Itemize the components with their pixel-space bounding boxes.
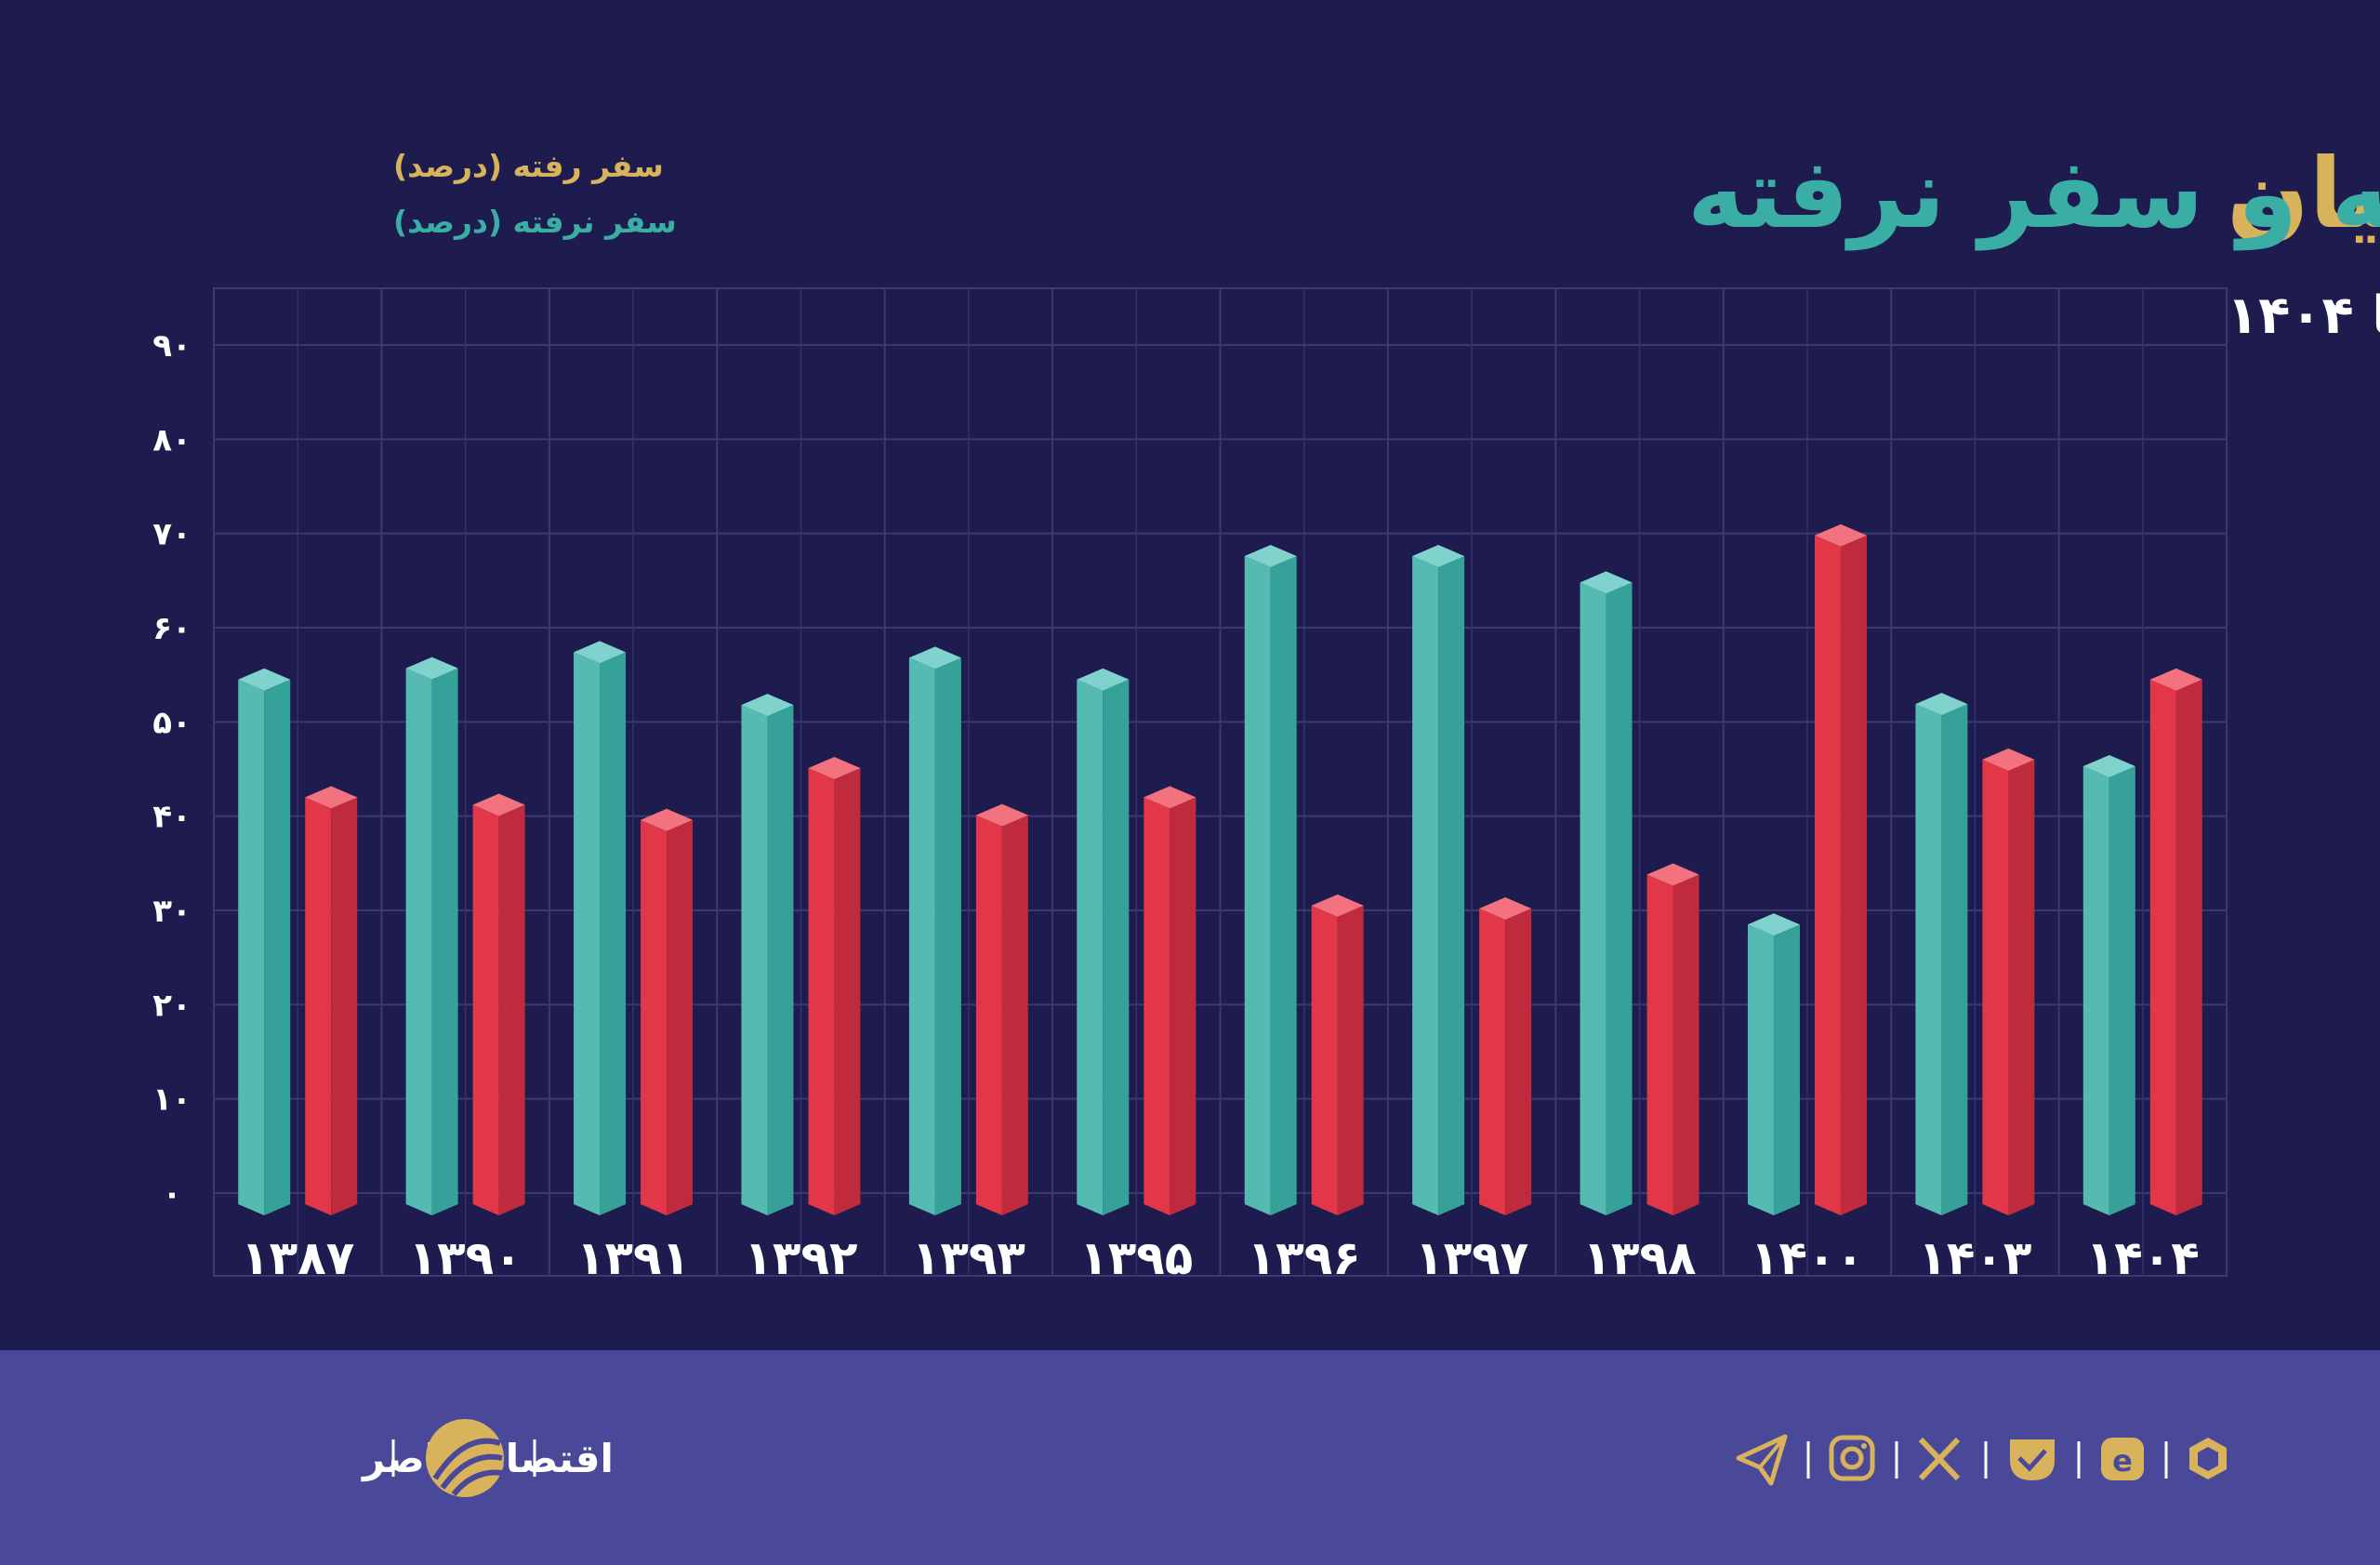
- bar-traveled: [1747, 913, 1800, 1215]
- footer-bar: [0, 1350, 2380, 1565]
- bar-not-traveled: [1144, 786, 1197, 1215]
- bar-not-traveled: [1982, 748, 2035, 1215]
- y-tick-label: ۵۰: [152, 704, 192, 741]
- y-tick-label: ۴۰: [152, 799, 192, 836]
- x-icon[interactable]: [1918, 1437, 1961, 1481]
- bar-traveled: [238, 668, 291, 1215]
- instagram-icon[interactable]: [1829, 1435, 1875, 1481]
- grid: [213, 287, 2228, 1277]
- x-tick-label: ۱۳۹۰: [409, 1231, 522, 1285]
- bale-icon[interactable]: e: [2101, 1438, 2144, 1480]
- chart-title-part1: درصد ایرانیان: [2227, 137, 2380, 250]
- bar-not-traveled: [1646, 863, 1699, 1215]
- bar-traveled: [405, 657, 458, 1215]
- bar-not-traveled: [975, 803, 1028, 1215]
- y-tick-label: ۷۰: [152, 516, 192, 553]
- rubika-icon[interactable]: [2189, 1438, 2227, 1479]
- x-tick-label: ۱۴۰۴: [2086, 1231, 2200, 1285]
- y-tick-label: ۲۰: [152, 987, 192, 1024]
- bar-not-traveled: [305, 786, 358, 1215]
- x-tick-label: ۱۳۹۷: [1415, 1231, 1528, 1285]
- bar-not-traveled: [1814, 524, 1867, 1215]
- bar-not-traveled: [808, 756, 861, 1215]
- svg-text:e: e: [2112, 1443, 2133, 1479]
- eitaa-icon[interactable]: [2010, 1439, 2055, 1480]
- x-tick-label: ۱۳۸۷: [241, 1231, 354, 1285]
- bar-traveled: [1412, 544, 1465, 1215]
- y-tick-label: ۸۰: [152, 421, 192, 458]
- bar-traveled: [1915, 693, 1968, 1215]
- legend-traveled: سفر رفته (درصد): [393, 148, 664, 185]
- y-tick-label: ۰: [163, 1175, 182, 1213]
- x-tick-label: ۱۳۹۲: [744, 1231, 857, 1285]
- x-tick-label: ۱۳۹۱: [576, 1231, 690, 1285]
- telegram-icon[interactable]: [1736, 1434, 1788, 1486]
- bar-traveled: [2082, 754, 2135, 1215]
- y-tick-label: ۱۰: [152, 1081, 192, 1119]
- x-tick-label: ۱۳۹۸: [1583, 1231, 1697, 1285]
- bar-traveled: [908, 646, 961, 1215]
- x-tick-label: ۱۳۹۶: [1248, 1231, 1361, 1285]
- y-tick-label: ۳۰: [152, 893, 192, 930]
- y-tick-label: ۹۰: [152, 327, 192, 365]
- x-tick-label: ۱۴۰۰: [1751, 1231, 1864, 1285]
- bars: [238, 524, 2202, 1215]
- x-tick-label: ۱۳۹۵: [1079, 1231, 1193, 1285]
- bar-not-traveled: [2149, 668, 2202, 1215]
- legend-not-traveled: سفر نرفته (درصد): [393, 204, 677, 241]
- bar-not-traveled: [472, 793, 525, 1215]
- bar-traveled: [1580, 571, 1633, 1215]
- x-tick-label: ۱۴۰۳: [1918, 1231, 2031, 1285]
- chart-subtitle: در بهار سال‌های ۱۳۸۷ تا ۱۴۰۴: [2227, 285, 2380, 346]
- bar-not-traveled: [1311, 894, 1364, 1215]
- bar-not-traveled: [1479, 896, 1532, 1215]
- bar-not-traveled: [641, 808, 694, 1215]
- bar-traveled: [1077, 668, 1130, 1215]
- chart-title-part2: سفر رفته و سفر نرفته: [1687, 137, 2380, 251]
- axis-labels: ۰ ۱۰ ۲۰ ۳۰ ۴۰ ۵۰ ۶۰ ۷۰ ۸۰ ۹۰ ۱۳۸۷ ۱۳۹۰ ۱۳۹۱ ۱۳۹۲ ۱۳۹۳ ۱…: [152, 327, 2200, 1285]
- x-tick-label: ۱۳۹۳: [912, 1231, 1025, 1285]
- y-tick-label: ۶۰: [152, 610, 192, 647]
- bar-traveled: [1244, 544, 1297, 1215]
- bar-traveled: [741, 694, 794, 1215]
- brand-logo: [426, 1419, 504, 1497]
- bar-traveled: [574, 641, 627, 1215]
